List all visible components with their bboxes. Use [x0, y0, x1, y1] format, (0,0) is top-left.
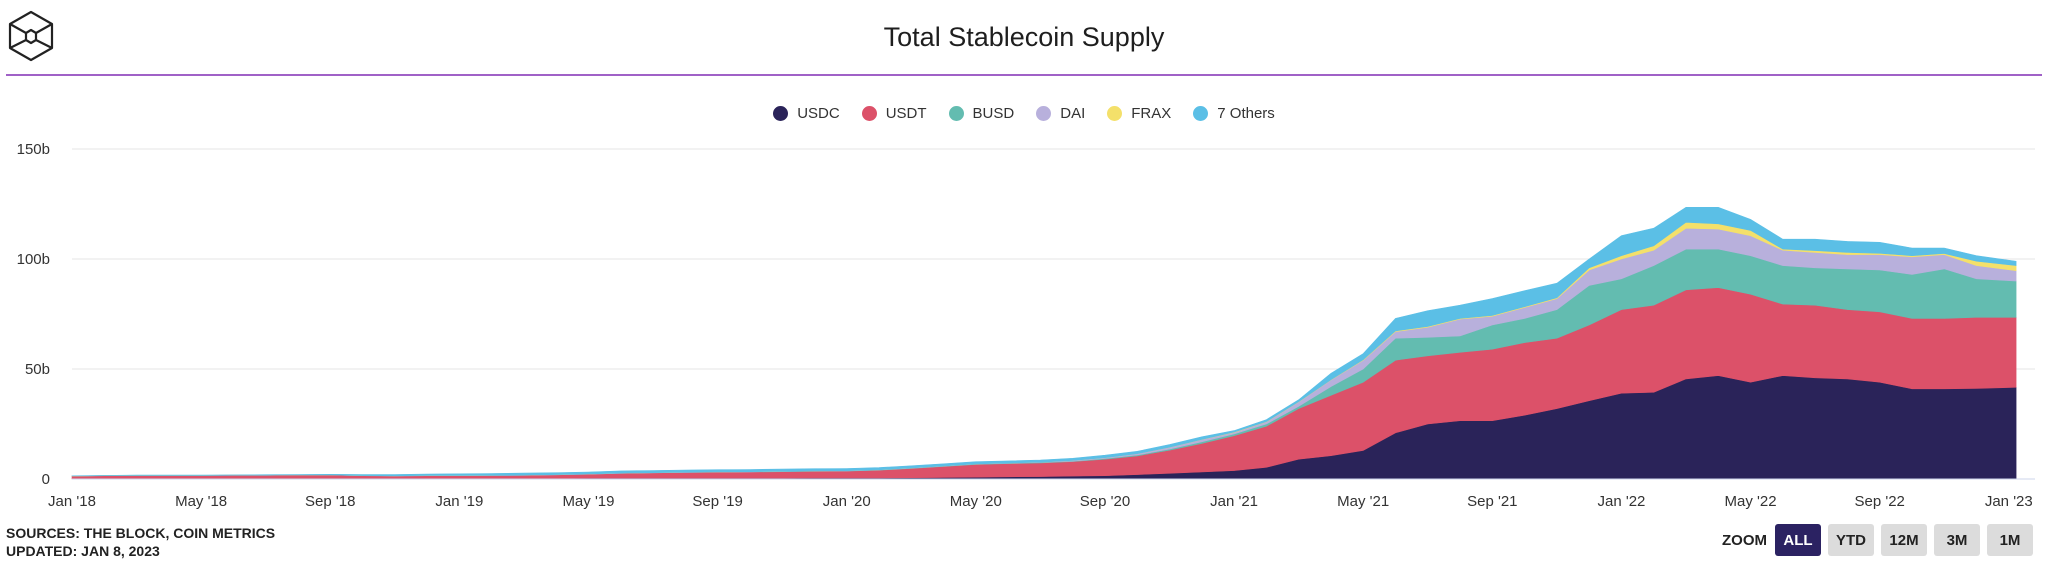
- x-tick-label: Jan '18: [48, 493, 96, 510]
- area-7-others: [71, 207, 2017, 477]
- legend-dot-icon: [1036, 106, 1052, 121]
- x-tick-label: May '22: [1725, 493, 1777, 510]
- y-tick-label: 150b: [17, 141, 50, 158]
- x-tick-label: May '18: [175, 493, 227, 510]
- x-tick-label: Sep '22: [1854, 493, 1904, 510]
- legend-label: 7 Others: [1217, 105, 1275, 122]
- y-tick-label: 0: [42, 471, 50, 488]
- x-tick-label: May '19: [562, 493, 614, 510]
- header-divider: [6, 74, 2042, 76]
- zoom-button-all[interactable]: ALL: [1775, 524, 1821, 556]
- legend-item-frax[interactable]: FRAX: [1107, 105, 1171, 122]
- legend-label: USDC: [797, 105, 840, 122]
- legend-dot-icon: [1193, 106, 1209, 121]
- legend-item-busd[interactable]: BUSD: [948, 105, 1015, 122]
- legend-label: BUSD: [972, 105, 1015, 122]
- sources-text: SOURCES: THE BLOCK, COIN METRICS: [6, 525, 276, 541]
- legend-item-7-others[interactable]: 7 Others: [1193, 105, 1275, 122]
- the-block-logo: [8, 10, 54, 62]
- zoom-label: ZOOM: [1722, 531, 1767, 549]
- sources-note: SOURCES: THE BLOCK, COIN METRICS UPDATED…: [6, 524, 275, 560]
- legend-dot-icon: [948, 106, 964, 121]
- x-tick-label: Jan '20: [823, 493, 871, 510]
- updated-text: UPDATED: JAN 8, 2023: [6, 543, 160, 559]
- legend-item-usdc[interactable]: USDC: [773, 105, 840, 122]
- x-tick-label: Jan '21: [1210, 493, 1258, 510]
- y-tick-label: 100b: [17, 251, 50, 268]
- zoom-button-ytd[interactable]: YTD: [1828, 524, 1874, 556]
- zoom-button-12m[interactable]: 12M: [1881, 524, 1927, 556]
- zoom-button-3m[interactable]: 3M: [1934, 524, 1980, 556]
- legend-item-dai[interactable]: DAI: [1036, 105, 1085, 122]
- legend-label: DAI: [1060, 105, 1086, 122]
- x-tick-label: Sep '19: [692, 493, 742, 510]
- legend-item-usdt[interactable]: USDT: [861, 105, 927, 122]
- legend-label: FRAX: [1131, 105, 1172, 122]
- legend-dot-icon: [1107, 106, 1123, 121]
- zoom-controls: ZOOM ALL YTD 12M 3M 1M: [1722, 524, 2033, 556]
- legend-dot-icon: [861, 106, 877, 121]
- x-tick-label: Jan '19: [435, 493, 483, 510]
- x-tick-label: May '20: [950, 493, 1002, 510]
- x-tick-label: Jan '23: [1985, 493, 2033, 510]
- x-tick-label: Sep '20: [1080, 493, 1130, 510]
- x-tick-label: Sep '21: [1467, 493, 1517, 510]
- x-tick-label: Jan '22: [1597, 493, 1645, 510]
- y-axis: 0 50b 100b 150b: [17, 141, 50, 488]
- chart-title: Total Stablecoin Supply: [883, 22, 1165, 52]
- x-tick-label: Sep '18: [305, 493, 355, 510]
- y-tick-label: 50b: [25, 361, 50, 378]
- x-tick-label: May '21: [1337, 493, 1389, 510]
- zoom-button-1m[interactable]: 1M: [1987, 524, 2033, 556]
- legend-dot-icon: [773, 106, 789, 121]
- legend-label: USDT: [885, 105, 927, 122]
- area-series: [71, 207, 2035, 480]
- legend: USDC USDT BUSD DAI FRAX 7 Others: [0, 105, 2048, 122]
- x-axis: Jan '18 May '18 Sep '18 Jan '19 May '19 Sep '…: [48, 493, 2033, 510]
